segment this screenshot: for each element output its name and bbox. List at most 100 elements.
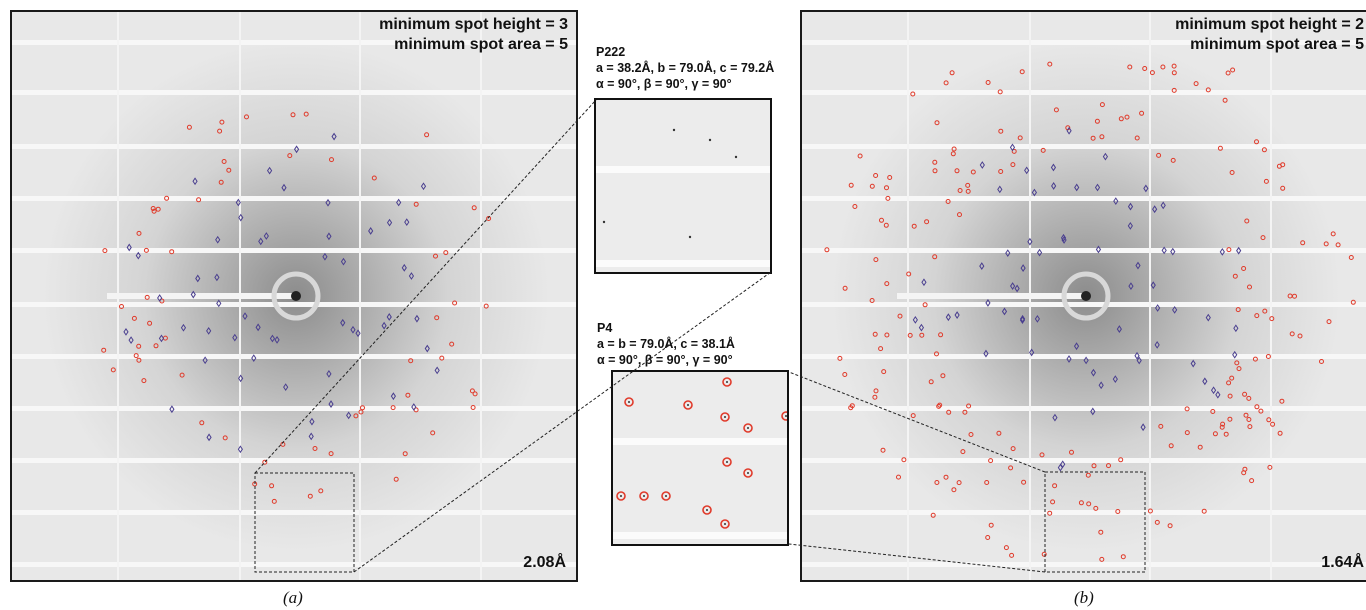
- indexed-spot: [206, 326, 212, 335]
- indexed-spot: [1172, 305, 1178, 314]
- spot-center: [643, 495, 645, 497]
- spot-center: [785, 415, 787, 417]
- indexed-spot: [1052, 413, 1058, 422]
- unindexed-spot: [950, 151, 956, 157]
- indexed-spot: [1135, 261, 1141, 270]
- indexed-spot: [1024, 166, 1030, 175]
- spot-center: [620, 495, 622, 497]
- unindexed-spot: [1289, 331, 1295, 337]
- indexed-spot: [1034, 314, 1040, 323]
- unindexed-spot: [1047, 61, 1053, 67]
- indexed-spot: [1090, 407, 1096, 416]
- min-spot-height-label-a: minimum spot height = 3: [379, 16, 568, 33]
- indexed-spot: [169, 405, 175, 414]
- beamstop-shadow: [897, 293, 1086, 299]
- detector-gap-horizontal: [802, 90, 1366, 95]
- unindexed-spot: [151, 208, 157, 214]
- indexed-spot: [1150, 281, 1156, 290]
- indexed-spot: [1113, 197, 1119, 206]
- indexed-spot: [1232, 350, 1238, 359]
- unindexed-spot: [219, 119, 225, 125]
- unindexed-spot: [1267, 464, 1273, 470]
- detector-gap-horizontal: [802, 248, 1366, 253]
- indexed-spot: [216, 299, 222, 308]
- indexed-spot: [1161, 246, 1167, 255]
- unindexed-spot: [1227, 416, 1233, 422]
- indexed-spot: [158, 334, 165, 343]
- unindexed-spot: [985, 80, 991, 85]
- unindexed-spot: [1168, 443, 1174, 449]
- unindexed-spot: [1099, 134, 1105, 140]
- unindexed-spot: [1247, 284, 1252, 290]
- indexed-spot: [1202, 377, 1208, 386]
- unindexed-spot: [1090, 135, 1096, 141]
- indexed-spot: [945, 313, 951, 322]
- unindexed-spot: [951, 146, 957, 152]
- indexed-spot: [912, 315, 918, 324]
- unindexed-spot: [965, 182, 971, 188]
- indexed-spot: [1036, 248, 1043, 257]
- unindexed-spot: [1266, 417, 1272, 423]
- unindexed-spot: [133, 353, 139, 359]
- unindexed-spot: [226, 167, 232, 173]
- unindexed-spot: [1139, 110, 1145, 116]
- unindexed-spot: [1241, 266, 1247, 271]
- min-spot-area-label-a: minimum spot area = 5: [394, 36, 568, 53]
- indexed-spot: [242, 312, 248, 320]
- spot-center: [687, 404, 689, 406]
- unindexed-spot: [1242, 391, 1248, 397]
- unindexed-spot: [1244, 218, 1250, 224]
- inset-top-annotation: P222 a = 38.2Å, b = 79.0Å, c = 79.2Å α =…: [596, 44, 774, 92]
- unindexed-spot: [1326, 319, 1332, 325]
- unindexed-spot: [1229, 170, 1235, 175]
- spot-center: [747, 472, 749, 474]
- caption-b: (b): [1074, 588, 1094, 607]
- indexed-spot: [235, 198, 241, 207]
- unindexed-spot: [907, 332, 913, 338]
- unindexed-spot: [837, 355, 843, 361]
- indexed-spot: [983, 349, 989, 358]
- unindexed-spot: [1297, 333, 1303, 339]
- unindexed-spot: [196, 197, 202, 203]
- unindexed-spot: [985, 535, 991, 540]
- beam-center: [1081, 291, 1091, 301]
- zoom-inset-p222: [594, 98, 772, 274]
- unindexed-spot: [1017, 135, 1023, 141]
- unindexed-spot: [956, 480, 962, 486]
- unindexed-spot: [878, 346, 884, 352]
- detector-gap-vertical: [1270, 12, 1272, 580]
- indexed-spot: [1233, 324, 1239, 333]
- unindexed-spot: [934, 480, 940, 485]
- unindexed-spot: [1127, 64, 1133, 70]
- spot-center: [724, 523, 726, 525]
- unindexed-spot: [1243, 412, 1249, 418]
- cell-params-p4: a = b = 79.0Å, c = 38.1Å: [597, 337, 735, 351]
- indexed-spot: [1154, 340, 1160, 349]
- unindexed-spot: [1277, 430, 1283, 436]
- unindexed-spot: [1258, 408, 1264, 414]
- indexed-spot: [1136, 356, 1142, 365]
- detector-gap-horizontal: [12, 248, 576, 253]
- unindexed-spot: [1011, 148, 1017, 154]
- indexed-spot: [1236, 246, 1242, 255]
- unindexed-spot: [1287, 293, 1293, 299]
- indexed-spot: [190, 290, 196, 299]
- detector-gap-horizontal: [802, 354, 1366, 359]
- spot-center: [747, 427, 749, 429]
- unindexed-spot: [144, 294, 150, 300]
- unindexed-spot: [949, 70, 955, 76]
- indexed-spot: [1098, 381, 1104, 390]
- unindexed-spot: [1147, 508, 1153, 514]
- unindexed-spot: [1254, 139, 1259, 145]
- unindexed-spot: [169, 249, 175, 255]
- diffraction-spot: [708, 138, 712, 142]
- indexed-spot: [1061, 236, 1067, 244]
- detector-gap-vertical: [480, 12, 482, 580]
- indexed-spot: [1127, 221, 1133, 230]
- unindexed-spot: [1246, 395, 1252, 401]
- indexed-spot: [1019, 316, 1026, 325]
- indexed-spot: [238, 213, 244, 222]
- unindexed-spot: [1053, 107, 1059, 113]
- beam-center: [291, 291, 301, 301]
- detector-gap-horizontal: [802, 40, 1366, 45]
